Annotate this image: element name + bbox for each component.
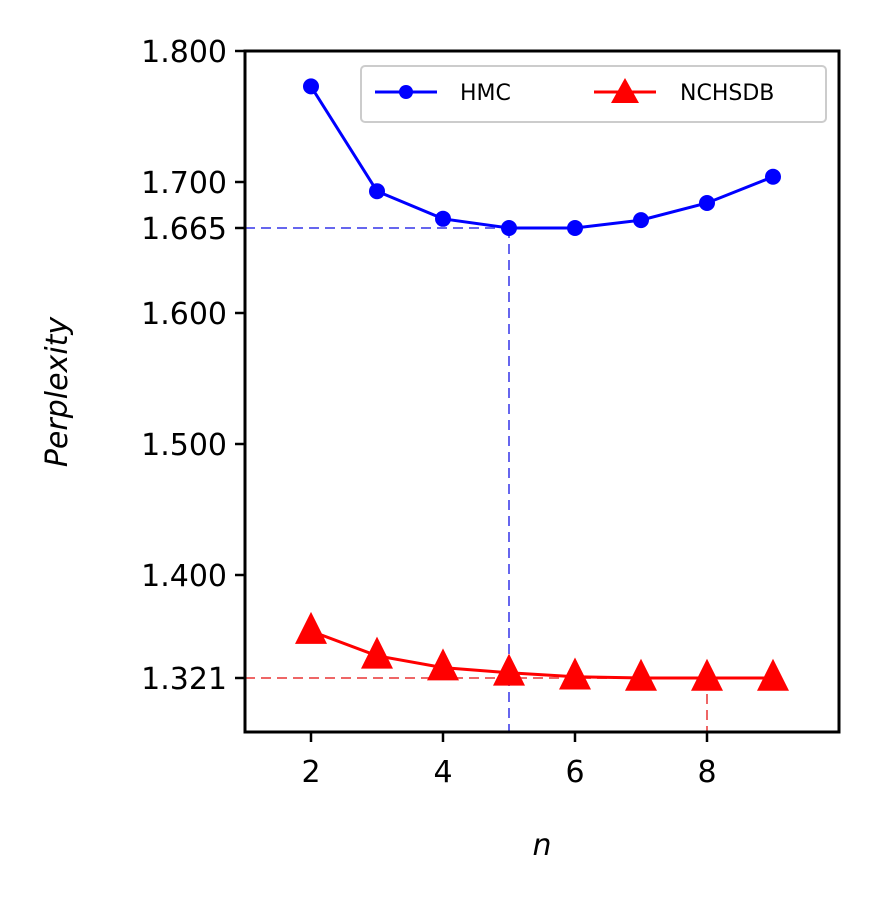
data-point-nchsdb bbox=[559, 657, 591, 690]
data-point-nchsdb bbox=[295, 611, 327, 644]
y-tick-label: 1.321 bbox=[141, 662, 227, 697]
x-tick-label: 4 bbox=[433, 755, 452, 790]
data-point-nchsdb bbox=[361, 636, 393, 669]
series-line-nchsdb bbox=[310, 629, 773, 680]
x-axis-title: n bbox=[532, 828, 551, 863]
y-tick-label: 1.400 bbox=[141, 559, 227, 594]
data-point-hmc bbox=[567, 220, 583, 236]
series-line-hmc bbox=[309, 85, 774, 230]
y-tick-label: 1.600 bbox=[141, 297, 227, 332]
plot-frame bbox=[243, 49, 841, 734]
data-point-hmc bbox=[699, 195, 715, 212]
legend-frame bbox=[360, 65, 827, 123]
series-nchsdb bbox=[295, 611, 789, 691]
data-point-hmc bbox=[303, 78, 319, 95]
data-point-hmc bbox=[435, 210, 451, 227]
data-point-hmc bbox=[369, 183, 385, 200]
data-point-nchsdb bbox=[493, 653, 525, 686]
series-hmc bbox=[303, 78, 781, 236]
series-layer bbox=[295, 78, 789, 691]
legend: HMC NCHSDB bbox=[360, 65, 827, 123]
data-point-hmc bbox=[501, 220, 517, 236]
data-point-nchsdb bbox=[691, 658, 723, 691]
x-tick-label: 6 bbox=[565, 755, 584, 790]
y-tick-label: 1.665 bbox=[141, 212, 227, 247]
data-point-nchsdb bbox=[757, 658, 789, 691]
legend-marker-hmc bbox=[399, 85, 413, 99]
data-point-hmc bbox=[633, 212, 649, 229]
reference-lines bbox=[245, 227, 708, 732]
legend-label-hmc: HMC bbox=[460, 81, 511, 106]
x-tick-label: 8 bbox=[697, 755, 716, 790]
y-tick-label: 1.800 bbox=[141, 35, 227, 70]
axis-ticks: 2 4 6 8 1.321 1.400 1.500 1.600 1.665 1.700 1.800 bbox=[141, 35, 716, 790]
legend-label-nchsdb: NCHSDB bbox=[680, 81, 774, 106]
data-point-nchsdb bbox=[427, 648, 459, 681]
x-tick-label: 2 bbox=[301, 755, 320, 790]
data-point-nchsdb bbox=[625, 658, 657, 691]
data-point-hmc bbox=[765, 168, 781, 185]
y-axis-title: Perplexity bbox=[40, 316, 75, 468]
legend-marker-nchsdb bbox=[611, 78, 639, 103]
y-tick-label: 1.700 bbox=[141, 166, 227, 201]
y-tick-label: 1.500 bbox=[141, 428, 227, 463]
